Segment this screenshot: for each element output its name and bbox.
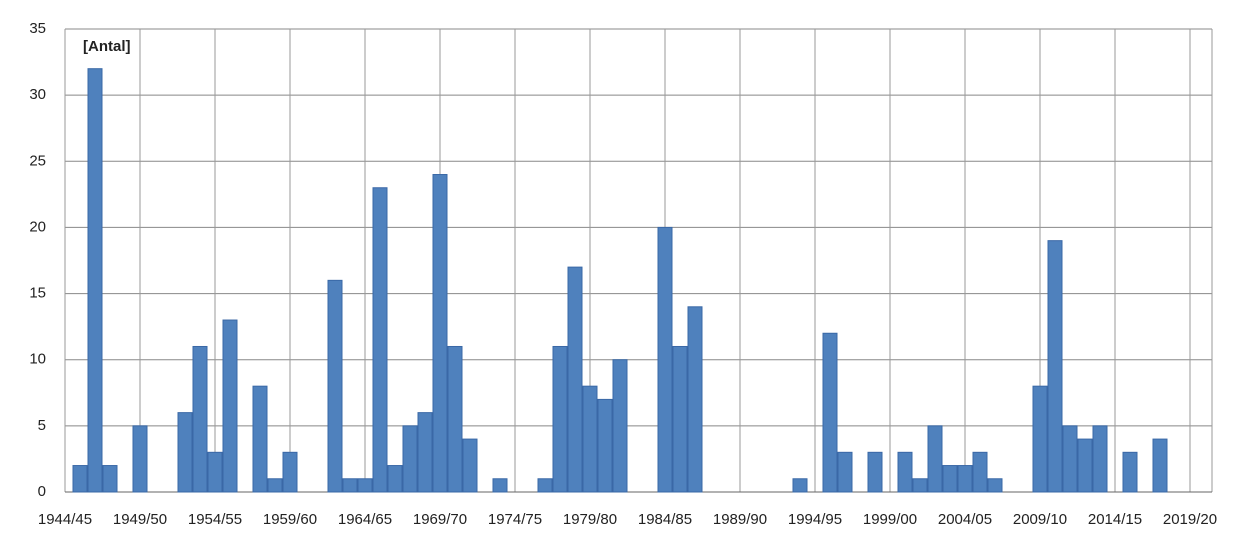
bar [387,465,403,493]
bar [282,451,298,493]
x-tick-label: 1949/50 [113,511,167,528]
bar [972,451,988,493]
x-tick-label: 1959/60 [263,511,317,528]
bar [927,425,943,493]
x-tick-label: 1969/70 [413,511,467,528]
bar [402,425,418,493]
bar [867,451,883,493]
bar [87,68,103,493]
bar [792,478,808,493]
x-tick-label: 1964/65 [338,511,392,528]
x-tick-label: 1994/95 [788,511,842,528]
x-tick-label: 1984/85 [638,511,692,528]
y-tick-label: 20 [29,218,46,235]
x-tick-label: 1989/90 [713,511,767,528]
y-tick-label: 30 [29,86,46,103]
bar [492,478,508,493]
bar [912,478,928,493]
bar [897,451,913,493]
bar [942,465,958,493]
bar [1092,425,1108,493]
bar [207,451,223,493]
bar [837,451,853,493]
bar [537,478,553,493]
x-tick-label: 1974/75 [488,511,542,528]
bar [72,465,88,493]
x-tick-label: 2014/15 [1088,511,1142,528]
bar [612,359,628,493]
bar [1152,438,1168,493]
bar [582,385,598,493]
bar [987,478,1003,493]
bar [132,425,148,493]
bar [417,412,433,493]
y-tick-label: 25 [29,152,46,169]
bar [432,174,448,493]
bar [567,266,583,493]
y-tick-label: 35 [29,20,46,37]
bar [192,345,208,493]
bar [447,345,463,493]
x-tick-label: 1944/45 [38,511,92,528]
x-tick-label: 2019/20 [1163,511,1217,528]
bar [372,187,388,493]
bar [1032,385,1048,493]
bar [1077,438,1093,493]
bar [552,345,568,493]
bar [342,478,358,493]
bar [1062,425,1078,493]
annotation: [Antal] [83,38,131,55]
x-tick-label: 2009/10 [1013,511,1067,528]
bar [1122,451,1138,493]
bar [222,319,238,493]
bar [957,465,973,493]
bar [357,478,373,493]
bar [177,412,193,493]
x-tick-label: 1999/00 [863,511,917,528]
bar [327,279,343,493]
y-tick-label: 5 [38,417,46,434]
bar [267,478,283,493]
bar [597,398,613,493]
bar [822,332,838,493]
y-tick-label: 10 [29,351,46,368]
bar [657,226,673,493]
bar [252,385,268,493]
bar [687,306,703,493]
y-tick-label: 0 [38,483,46,500]
bar [462,438,478,493]
bar [1047,240,1063,493]
x-tick-label: 1954/55 [188,511,242,528]
bar [672,345,688,493]
x-tick-label: 1979/80 [563,511,617,528]
bar [102,465,118,493]
y-tick-label: 15 [29,285,46,302]
x-tick-label: 2004/05 [938,511,992,528]
